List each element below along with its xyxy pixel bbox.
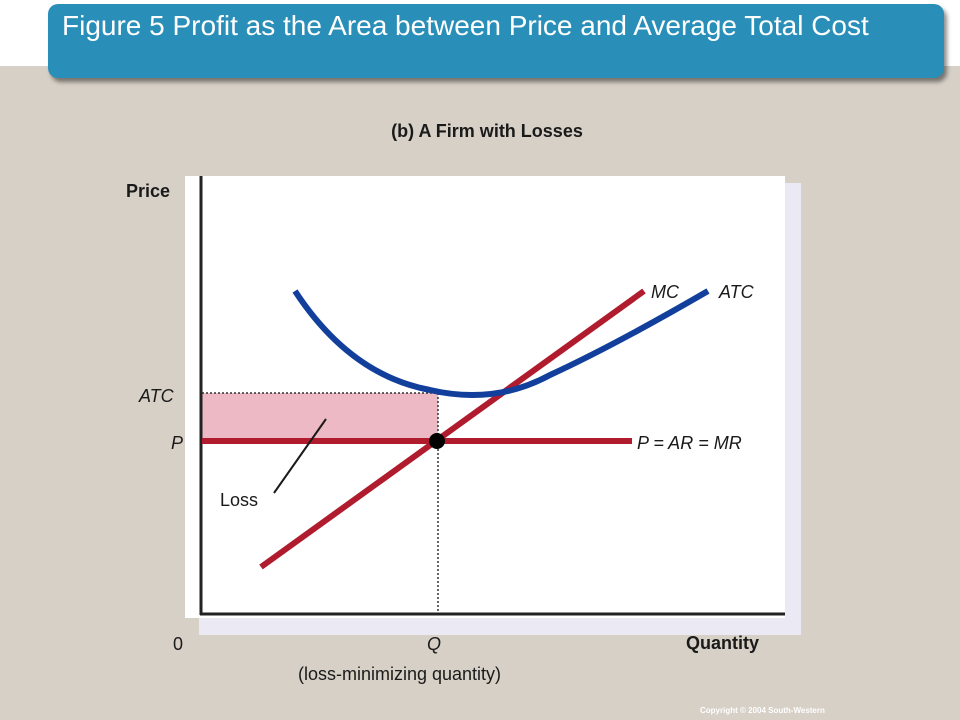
loss-area — [202, 393, 438, 441]
title-bar — [48, 4, 944, 78]
price-level-label: P — [171, 433, 184, 453]
mc-label: MC — [651, 282, 679, 302]
slide-title: Figure 5 Profit as the Area between Pric… — [62, 10, 869, 41]
y-axis-label: Price — [126, 181, 171, 201]
atc-curve-label: ATC — [719, 282, 754, 302]
equilibrium-point — [429, 433, 445, 449]
origin-label: 0 — [173, 634, 184, 654]
loss-label: Loss — [220, 490, 259, 510]
quantity-note: (loss-minimizing quantity) — [298, 664, 502, 684]
demand-label: P = AR = MR — [637, 433, 742, 453]
quantity-label: Q — [427, 634, 442, 654]
loss-pointer — [273, 418, 327, 494]
atc-curve — [292, 288, 710, 398]
mc-curve — [259, 288, 646, 570]
x-axis-label: Quantity — [686, 633, 760, 653]
atc-level-label: ATC — [139, 386, 174, 406]
panel-subtitle: (b) A Firm with Losses — [391, 121, 583, 141]
copyright-notice: Copyright © 2004 South-Western — [700, 706, 825, 715]
